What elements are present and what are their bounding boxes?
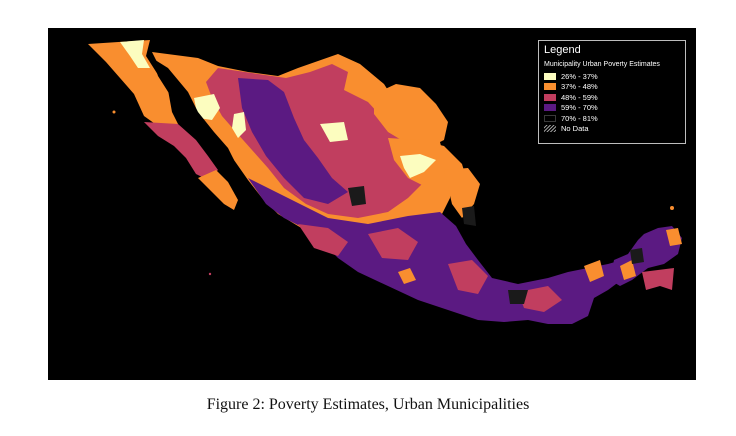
legend-item-26-37: 26% - 37% xyxy=(544,71,680,82)
central-magenta-patch-3 xyxy=(448,260,488,294)
quintana-roo-region xyxy=(642,268,674,290)
central-magenta-patch-2 xyxy=(368,228,418,260)
baja-california-region xyxy=(88,40,178,126)
legend-swatch-hatched xyxy=(544,125,556,133)
mainland-north-purple-region xyxy=(238,78,348,204)
sinaloa-light-region xyxy=(232,112,246,138)
coahuila-light-region xyxy=(400,154,436,178)
island-guadalupe xyxy=(112,110,116,114)
gulf-of-california xyxy=(152,58,234,162)
legend-label: 37% - 48% xyxy=(561,82,598,92)
baja-sur-tip-region xyxy=(198,170,238,210)
legend-swatch-black xyxy=(544,114,556,122)
central-black-patch-1 xyxy=(348,186,366,206)
legend-item-48-59: 48% - 59% xyxy=(544,92,680,103)
legend-item-70-81: 70% - 81% xyxy=(544,113,680,124)
legend-item-37-48: 37% - 48% xyxy=(544,82,680,93)
legend-swatch-orange xyxy=(544,83,556,91)
legend-label: 59% - 70% xyxy=(561,103,598,113)
chihuahua-orange-region xyxy=(374,84,448,148)
legend-swatch-light-yellow xyxy=(544,72,556,80)
yucatan-orange-patch xyxy=(620,260,636,280)
central-mexico-region xyxy=(248,178,624,324)
legend-box: Legend Municipality Urban Poverty Estima… xyxy=(538,40,686,144)
central-magenta-patch-1 xyxy=(298,224,348,256)
central-magenta-patch-4 xyxy=(518,286,562,312)
cancun-orange-patch xyxy=(666,228,682,246)
baja-north-light-region xyxy=(120,40,150,68)
legend-item-no-data: No Data xyxy=(544,124,680,135)
legend-swatch-purple xyxy=(544,104,556,112)
sonora-light-region xyxy=(194,94,220,120)
legend-label: 26% - 37% xyxy=(561,71,598,81)
yucatan-black-patch xyxy=(630,248,644,264)
central-black-patch-3 xyxy=(508,290,528,304)
central-orange-patch xyxy=(398,268,416,284)
tabasco-orange-patch xyxy=(584,260,604,282)
legend-label: 70% - 81% xyxy=(561,113,598,123)
figure-caption: Figure 2: Poverty Estimates, Urban Munic… xyxy=(206,396,530,413)
map-figure: Legend Municipality Urban Poverty Estima… xyxy=(48,28,696,380)
legend-swatch-magenta xyxy=(544,93,556,101)
legend-item-59-70: 59% - 70% xyxy=(544,103,680,114)
durango-light-region xyxy=(320,122,348,142)
legend-label: 48% - 59% xyxy=(561,92,598,102)
baja-south-region xyxy=(144,122,218,180)
tamaulipas-orange-region xyxy=(444,168,480,218)
legend-title: Legend xyxy=(544,44,581,56)
mexico-choropleth-map xyxy=(88,40,682,324)
island-cozumel xyxy=(670,206,674,210)
island-revillagigedo xyxy=(208,272,212,276)
legend-subtitle: Municipality Urban Poverty Estimates xyxy=(544,61,660,68)
central-black-patch-2 xyxy=(462,206,476,226)
legend-label: No Data xyxy=(561,124,589,134)
